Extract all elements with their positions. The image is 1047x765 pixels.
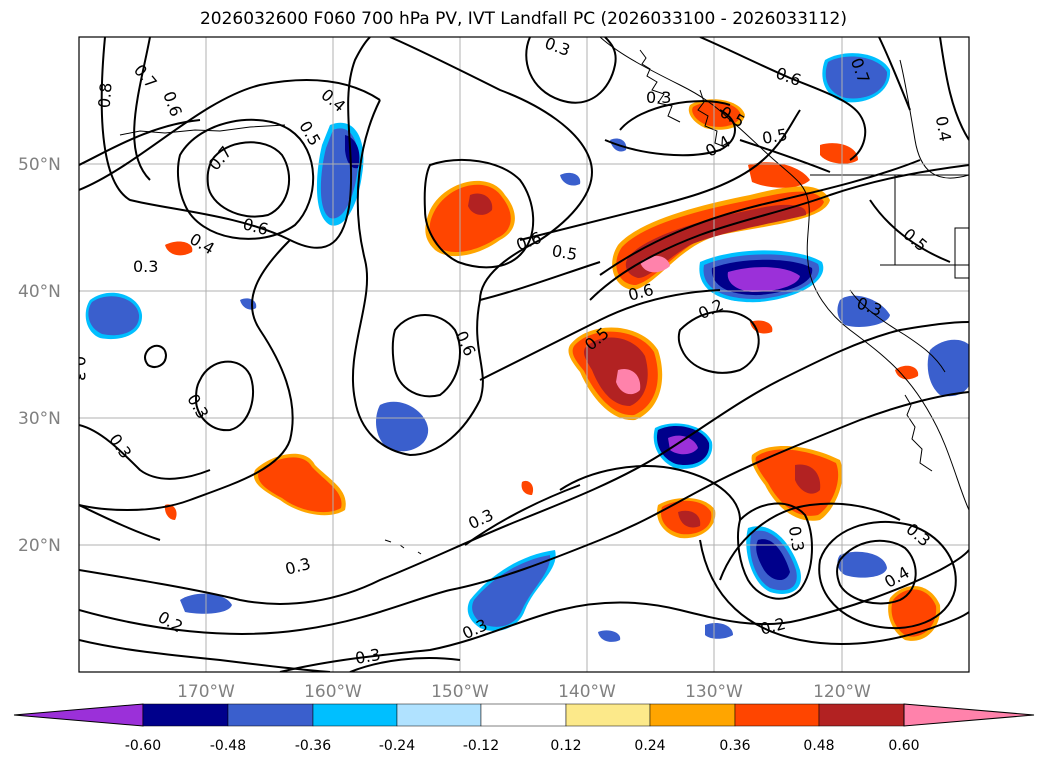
- pv-blob: [88, 296, 140, 336]
- pv-fill-layer: [85, 53, 969, 642]
- colorbar-tick-label: -0.12: [463, 738, 499, 754]
- map-frame: [78, 36, 970, 673]
- lat-tick-label: 20°N: [18, 536, 61, 556]
- lat-tick-label: 40°N: [18, 282, 61, 302]
- colorbar: -0.60 -0.48 -0.36 -0.24 -0.12 0.12 0.24 …: [13, 703, 1035, 754]
- lon-tick-label: 130°W: [685, 682, 743, 702]
- pv-blob: [820, 143, 858, 164]
- contour-label: 0.3: [133, 257, 158, 276]
- colorbar-cell: [649, 703, 736, 727]
- pv-blob: [837, 551, 887, 578]
- colorbar-cell: [227, 703, 314, 727]
- pv-blob: [258, 457, 342, 513]
- colorbar-cell: [142, 703, 229, 727]
- lon-tick-label: 170°W: [177, 682, 235, 702]
- colorbar-tick-label: -0.36: [295, 738, 331, 754]
- ivt-contours: [79, 37, 969, 672]
- colorbar-tick-label: -0.24: [379, 738, 415, 754]
- pv-blob: [927, 339, 969, 397]
- colorbar-tick-label: 0.24: [634, 738, 665, 754]
- lon-tick-label: 120°W: [813, 682, 871, 702]
- pv-blob: [625, 204, 807, 278]
- pv-blob: [472, 555, 551, 627]
- pv-blob: [376, 401, 429, 452]
- colorbar-tick-label: 0.48: [803, 738, 834, 754]
- lon-axis: 170°W 160°W 150°W 140°W 130°W 120°W: [177, 682, 871, 702]
- pv-blob: [750, 320, 773, 334]
- lon-tick-label: 160°W: [304, 682, 362, 702]
- colorbar-tick-label: 0.60: [888, 738, 919, 754]
- pv-blob: [668, 435, 698, 455]
- pv-blob: [165, 241, 193, 256]
- contour-label: 0.3: [354, 645, 382, 668]
- colorbar-cell: [312, 703, 398, 727]
- contour-label: 0.3: [70, 356, 89, 381]
- contour-label: 0.5: [761, 125, 789, 148]
- colorbar-cell: [565, 703, 651, 727]
- pv-blob: [795, 464, 821, 494]
- map-title: 2026032600 F060 700 hPa PV, IVT Landfall…: [199, 9, 847, 29]
- lat-tick-label: 50°N: [18, 155, 61, 175]
- contour-label: 0.3: [646, 88, 671, 107]
- colorbar-cell: [396, 703, 482, 727]
- lat-tick-label: 30°N: [18, 409, 61, 429]
- pv-blob: [891, 589, 937, 637]
- pv-blob: [825, 56, 888, 99]
- contour-label: 0.3: [785, 525, 808, 553]
- lat-axis: 20°N 30°N 40°N 50°N: [18, 155, 61, 556]
- pv-blob: [678, 510, 701, 528]
- pv-blob: [895, 365, 919, 380]
- colorbar-tick-label: -0.48: [210, 738, 246, 754]
- pv-blob: [692, 101, 741, 127]
- contour-label: 0.8: [95, 82, 116, 109]
- colorbar-tick-label: -0.60: [125, 738, 161, 754]
- pv-blob: [756, 539, 790, 581]
- lon-tick-label: 140°W: [558, 682, 616, 702]
- contour-label: 0.4: [932, 115, 955, 143]
- coastline-layer: [119, 37, 969, 555]
- pv-blob: [705, 623, 733, 639]
- pv-blob: [837, 295, 890, 327]
- pv-blob: [560, 172, 581, 186]
- pv-blob: [616, 368, 641, 395]
- contour-label: 0.5: [550, 241, 578, 264]
- pv-blob: [640, 255, 670, 273]
- colorbar-left-extend: [13, 703, 144, 727]
- pv-blob: [598, 630, 621, 642]
- colorbar-tick-label: 0.12: [550, 738, 581, 754]
- pv-blob: [521, 480, 534, 495]
- colorbar-cell: [818, 703, 905, 727]
- pv-blob: [468, 193, 493, 215]
- pv-blob: [345, 135, 360, 169]
- colorbar-cell: [480, 703, 567, 727]
- colorbar-tick-label: 0.36: [719, 738, 750, 754]
- colorbar-cell: [734, 703, 820, 727]
- pv-blob: [748, 162, 810, 188]
- pv-blob: [727, 267, 800, 292]
- colorbar-right-extend: [903, 703, 1035, 727]
- pv-blob: [164, 504, 177, 520]
- lon-tick-label: 150°W: [431, 682, 489, 702]
